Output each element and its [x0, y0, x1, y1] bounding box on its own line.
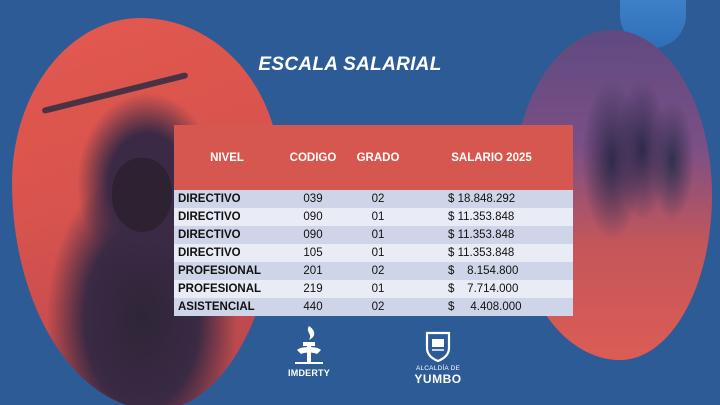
table-row: DIRECTIVO 090 01 $ 11.353.848 [174, 208, 573, 226]
athlete-head-shape [112, 158, 172, 232]
yumbo-small-label: ALCALDÍA DE [415, 365, 461, 372]
table-row: PROFESIONAL 201 02 $ 8.154.800 [174, 262, 573, 280]
header-nivel: NIVEL [210, 151, 244, 164]
cell-nivel: PROFESIONAL [178, 283, 262, 295]
cell-grado: 02 [371, 265, 385, 277]
cell-codigo: 039 [303, 193, 323, 205]
table-row: DIRECTIVO 090 01 $ 11.353.848 [174, 226, 573, 244]
cell-codigo: 090 [303, 211, 323, 223]
cell-salario: $ 11.353.848 [448, 211, 515, 223]
table-row: DIRECTIVO 039 02 $ 18.848.292 [174, 190, 573, 208]
cell-salario: $ 4.408.000 [448, 301, 522, 313]
table-row: DIRECTIVO 105 01 $ 11.353.848 [174, 244, 573, 262]
imderty-logo: IMDERTY [283, 322, 335, 384]
header-grado: GRADO [356, 151, 400, 164]
cell-nivel: DIRECTIVO [178, 193, 241, 205]
cell-codigo: 105 [303, 247, 323, 259]
table-row: ASISTENCIAL 440 02 $ 4.408.000 [174, 298, 573, 316]
imderty-torch-logo-icon [295, 326, 323, 364]
cell-codigo: 090 [303, 229, 323, 241]
cell-salario: $ 7.714.000 [448, 283, 519, 295]
cell-salario: $ 11.353.848 [448, 229, 515, 241]
cell-nivel: DIRECTIVO [178, 211, 241, 223]
yumbo-big-label: YUMBO [414, 372, 462, 386]
imderty-label: IMDERTY [288, 368, 330, 378]
yumbo-shield-logo-icon [425, 331, 451, 362]
pole-shape [41, 71, 189, 115]
table-header: NIVEL CODIGO GRADO SALARIO 2025 [174, 125, 573, 190]
cell-codigo: 440 [303, 301, 323, 313]
cell-grado: 01 [371, 283, 385, 295]
slide-title: ESCALA SALARIAL [258, 54, 442, 75]
cell-nivel: DIRECTIVO [178, 247, 241, 259]
cell-grado: 02 [371, 193, 385, 205]
cell-nivel: PROFESIONAL [178, 265, 262, 277]
cell-codigo: 201 [303, 265, 323, 277]
cell-salario: $ 18.848.292 [448, 193, 516, 205]
salary-table: NIVEL CODIGO GRADO SALARIO 2025 DIRECTIV… [174, 125, 573, 316]
cell-nivel: ASISTENCIAL [178, 301, 255, 313]
cell-grado: 01 [371, 247, 385, 259]
cell-codigo: 219 [303, 283, 323, 295]
cell-salario: $ 11.353.848 [448, 247, 515, 259]
cell-salario: $ 8.154.800 [448, 265, 519, 277]
header-codigo: CODIGO [289, 151, 337, 164]
header-salario: SALARIO 2025 [451, 151, 532, 164]
yumbo-logo: ALCALDÍA DE YUMBO [402, 330, 474, 392]
cell-nivel: DIRECTIVO [178, 229, 241, 241]
cell-grado: 02 [371, 301, 385, 313]
table-row: PROFESIONAL 219 01 $ 7.714.000 [174, 280, 573, 298]
cell-grado: 01 [371, 211, 385, 223]
cell-grado: 01 [371, 229, 385, 241]
